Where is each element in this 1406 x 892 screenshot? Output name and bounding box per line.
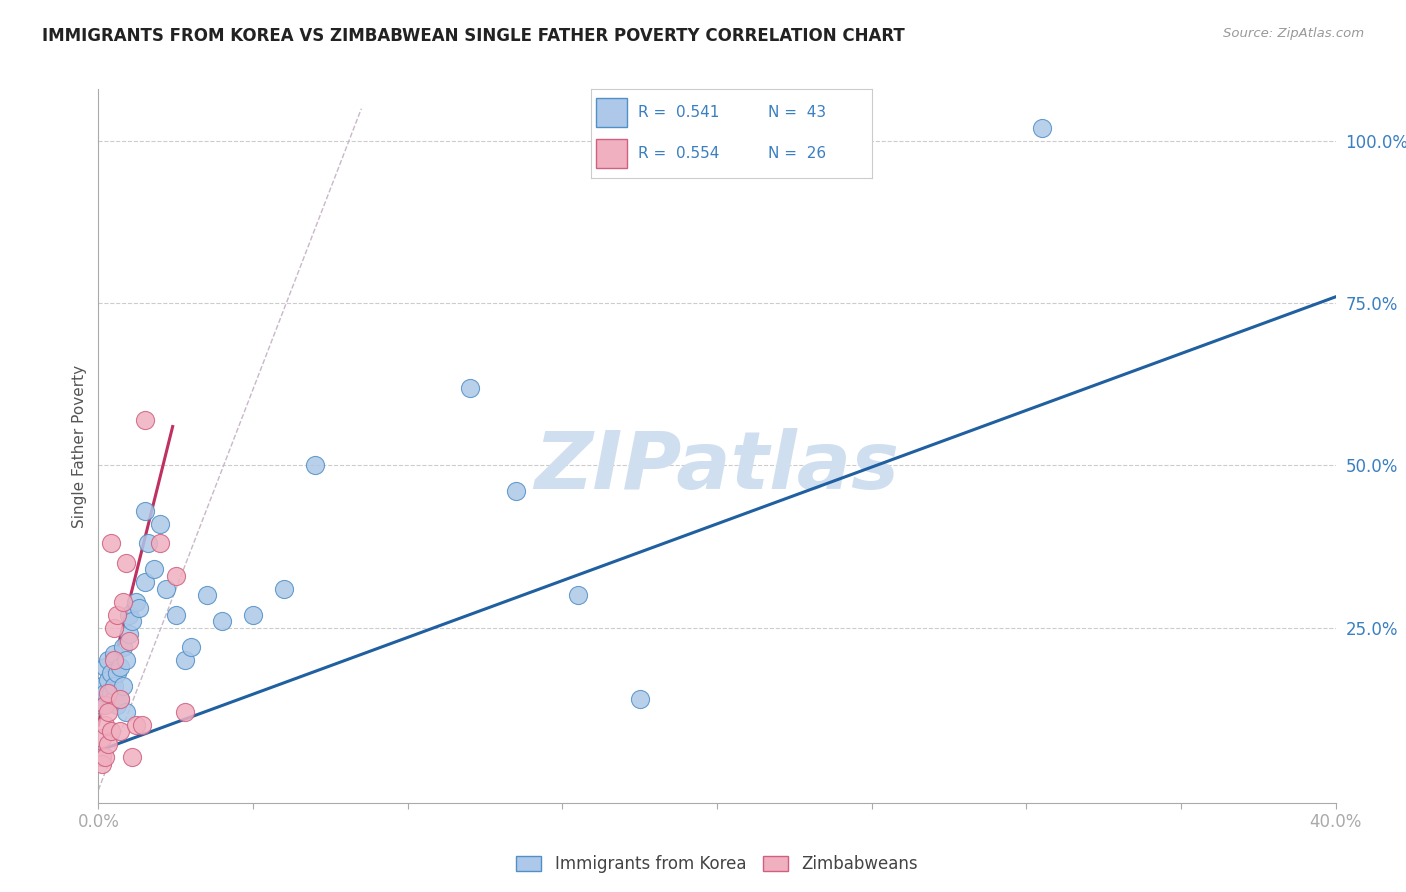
Point xyxy=(108,692,131,706)
Point xyxy=(103,679,125,693)
Point xyxy=(458,381,481,395)
Point xyxy=(121,614,143,628)
Point xyxy=(134,575,156,590)
Point xyxy=(97,653,120,667)
Point xyxy=(155,582,177,596)
Point xyxy=(134,504,156,518)
Point xyxy=(304,458,326,473)
Point xyxy=(108,724,131,739)
Point xyxy=(108,692,131,706)
Point xyxy=(97,685,120,699)
Point xyxy=(136,536,159,550)
Point xyxy=(115,653,138,667)
Point xyxy=(242,607,264,622)
Point xyxy=(103,621,125,635)
Point xyxy=(118,607,141,622)
Point xyxy=(108,659,131,673)
Text: N =  43: N = 43 xyxy=(768,105,825,120)
Point xyxy=(97,738,120,752)
Point xyxy=(93,685,115,699)
Point xyxy=(105,698,128,713)
Point xyxy=(165,607,187,622)
Point xyxy=(100,536,122,550)
Point xyxy=(195,588,218,602)
FancyBboxPatch shape xyxy=(596,98,627,127)
Point xyxy=(118,633,141,648)
Point xyxy=(103,653,125,667)
Text: R =  0.541: R = 0.541 xyxy=(638,105,720,120)
Point xyxy=(112,679,135,693)
Point xyxy=(128,601,150,615)
Point xyxy=(103,647,125,661)
Point xyxy=(567,588,589,602)
Point xyxy=(105,607,128,622)
Point xyxy=(103,692,125,706)
Text: ZIPatlas: ZIPatlas xyxy=(534,428,900,507)
Point xyxy=(115,556,138,570)
Legend: Immigrants from Korea, Zimbabweans: Immigrants from Korea, Zimbabweans xyxy=(509,849,925,880)
Point xyxy=(174,705,197,719)
Point xyxy=(124,718,146,732)
Point xyxy=(211,614,233,628)
Text: R =  0.554: R = 0.554 xyxy=(638,146,720,161)
Point xyxy=(105,666,128,681)
Point xyxy=(93,718,115,732)
Point xyxy=(90,756,112,771)
Text: Source: ZipAtlas.com: Source: ZipAtlas.com xyxy=(1223,27,1364,40)
Point xyxy=(165,568,187,582)
Point xyxy=(112,595,135,609)
Y-axis label: Single Father Poverty: Single Father Poverty xyxy=(72,365,87,527)
Point xyxy=(124,595,146,609)
Point xyxy=(112,640,135,654)
Point xyxy=(143,562,166,576)
Point xyxy=(180,640,202,654)
Point xyxy=(93,698,115,713)
Point xyxy=(505,484,527,499)
Point xyxy=(174,653,197,667)
Point xyxy=(93,659,115,673)
Point xyxy=(97,673,120,687)
Point xyxy=(118,627,141,641)
Point xyxy=(1031,121,1053,136)
Point xyxy=(100,685,122,699)
Point xyxy=(90,750,112,764)
Point xyxy=(131,718,153,732)
Point xyxy=(149,536,172,550)
Text: N =  26: N = 26 xyxy=(768,146,825,161)
Point xyxy=(97,705,120,719)
Point xyxy=(90,731,112,745)
Point xyxy=(90,679,112,693)
Point xyxy=(149,516,172,531)
Text: IMMIGRANTS FROM KOREA VS ZIMBABWEAN SINGLE FATHER POVERTY CORRELATION CHART: IMMIGRANTS FROM KOREA VS ZIMBABWEAN SING… xyxy=(42,27,905,45)
Point xyxy=(273,582,295,596)
Point xyxy=(628,692,651,706)
Point xyxy=(115,705,138,719)
Point xyxy=(93,750,115,764)
Point xyxy=(121,750,143,764)
Point xyxy=(100,666,122,681)
Point xyxy=(90,698,112,713)
FancyBboxPatch shape xyxy=(596,139,627,168)
Point xyxy=(134,413,156,427)
Point xyxy=(100,724,122,739)
